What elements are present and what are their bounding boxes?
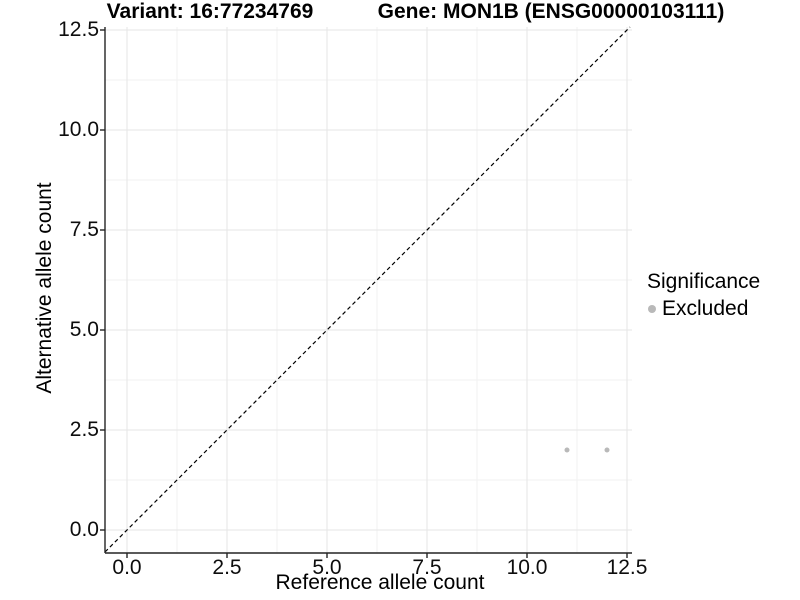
x-tick-label: 0.0 [112, 556, 142, 579]
legend-entry: Excluded [648, 297, 760, 321]
y-tick-label: 2.5 [69, 418, 99, 441]
legend-title: Significance [647, 270, 761, 293]
x-tick-label: 2.5 [212, 556, 242, 579]
legend-entry-label: Excluded [662, 297, 749, 320]
data-point [564, 447, 570, 453]
x-tick-label: 5.0 [312, 556, 342, 579]
x-tick-label: 7.5 [412, 556, 442, 579]
plot-title-variant: Variant: 16:77234769 [106, 0, 314, 23]
y-axis-title: Alternative allele count [33, 182, 56, 394]
y-tick-label: 5.0 [69, 318, 99, 341]
x-axis-title: Reference allele count [275, 571, 485, 594]
legend: Significance Excluded [647, 270, 760, 321]
y-tick-label: 0.0 [69, 518, 99, 541]
plot-title-gene: Gene: MON1B (ENSG00000103111) [377, 0, 725, 23]
x-tick-label: 10.0 [506, 556, 548, 579]
data-point [604, 447, 610, 453]
y-tick-label: 10.0 [58, 118, 99, 141]
identity-reference-line [104, 26, 631, 553]
legend-point-icon [648, 305, 656, 313]
x-tick-label: 12.5 [606, 556, 648, 579]
y-tick-label: 7.5 [69, 218, 99, 241]
y-tick-label: 12.5 [58, 18, 99, 41]
